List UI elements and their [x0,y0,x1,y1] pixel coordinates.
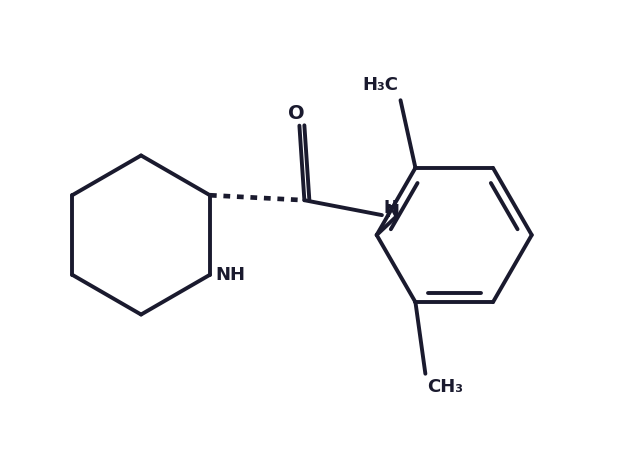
Text: H₃C: H₃C [362,76,399,94]
Text: O: O [288,104,305,123]
Text: CH₃: CH₃ [428,378,463,396]
Text: NH: NH [215,266,245,284]
Text: N: N [384,203,399,221]
Text: H: H [384,199,398,217]
